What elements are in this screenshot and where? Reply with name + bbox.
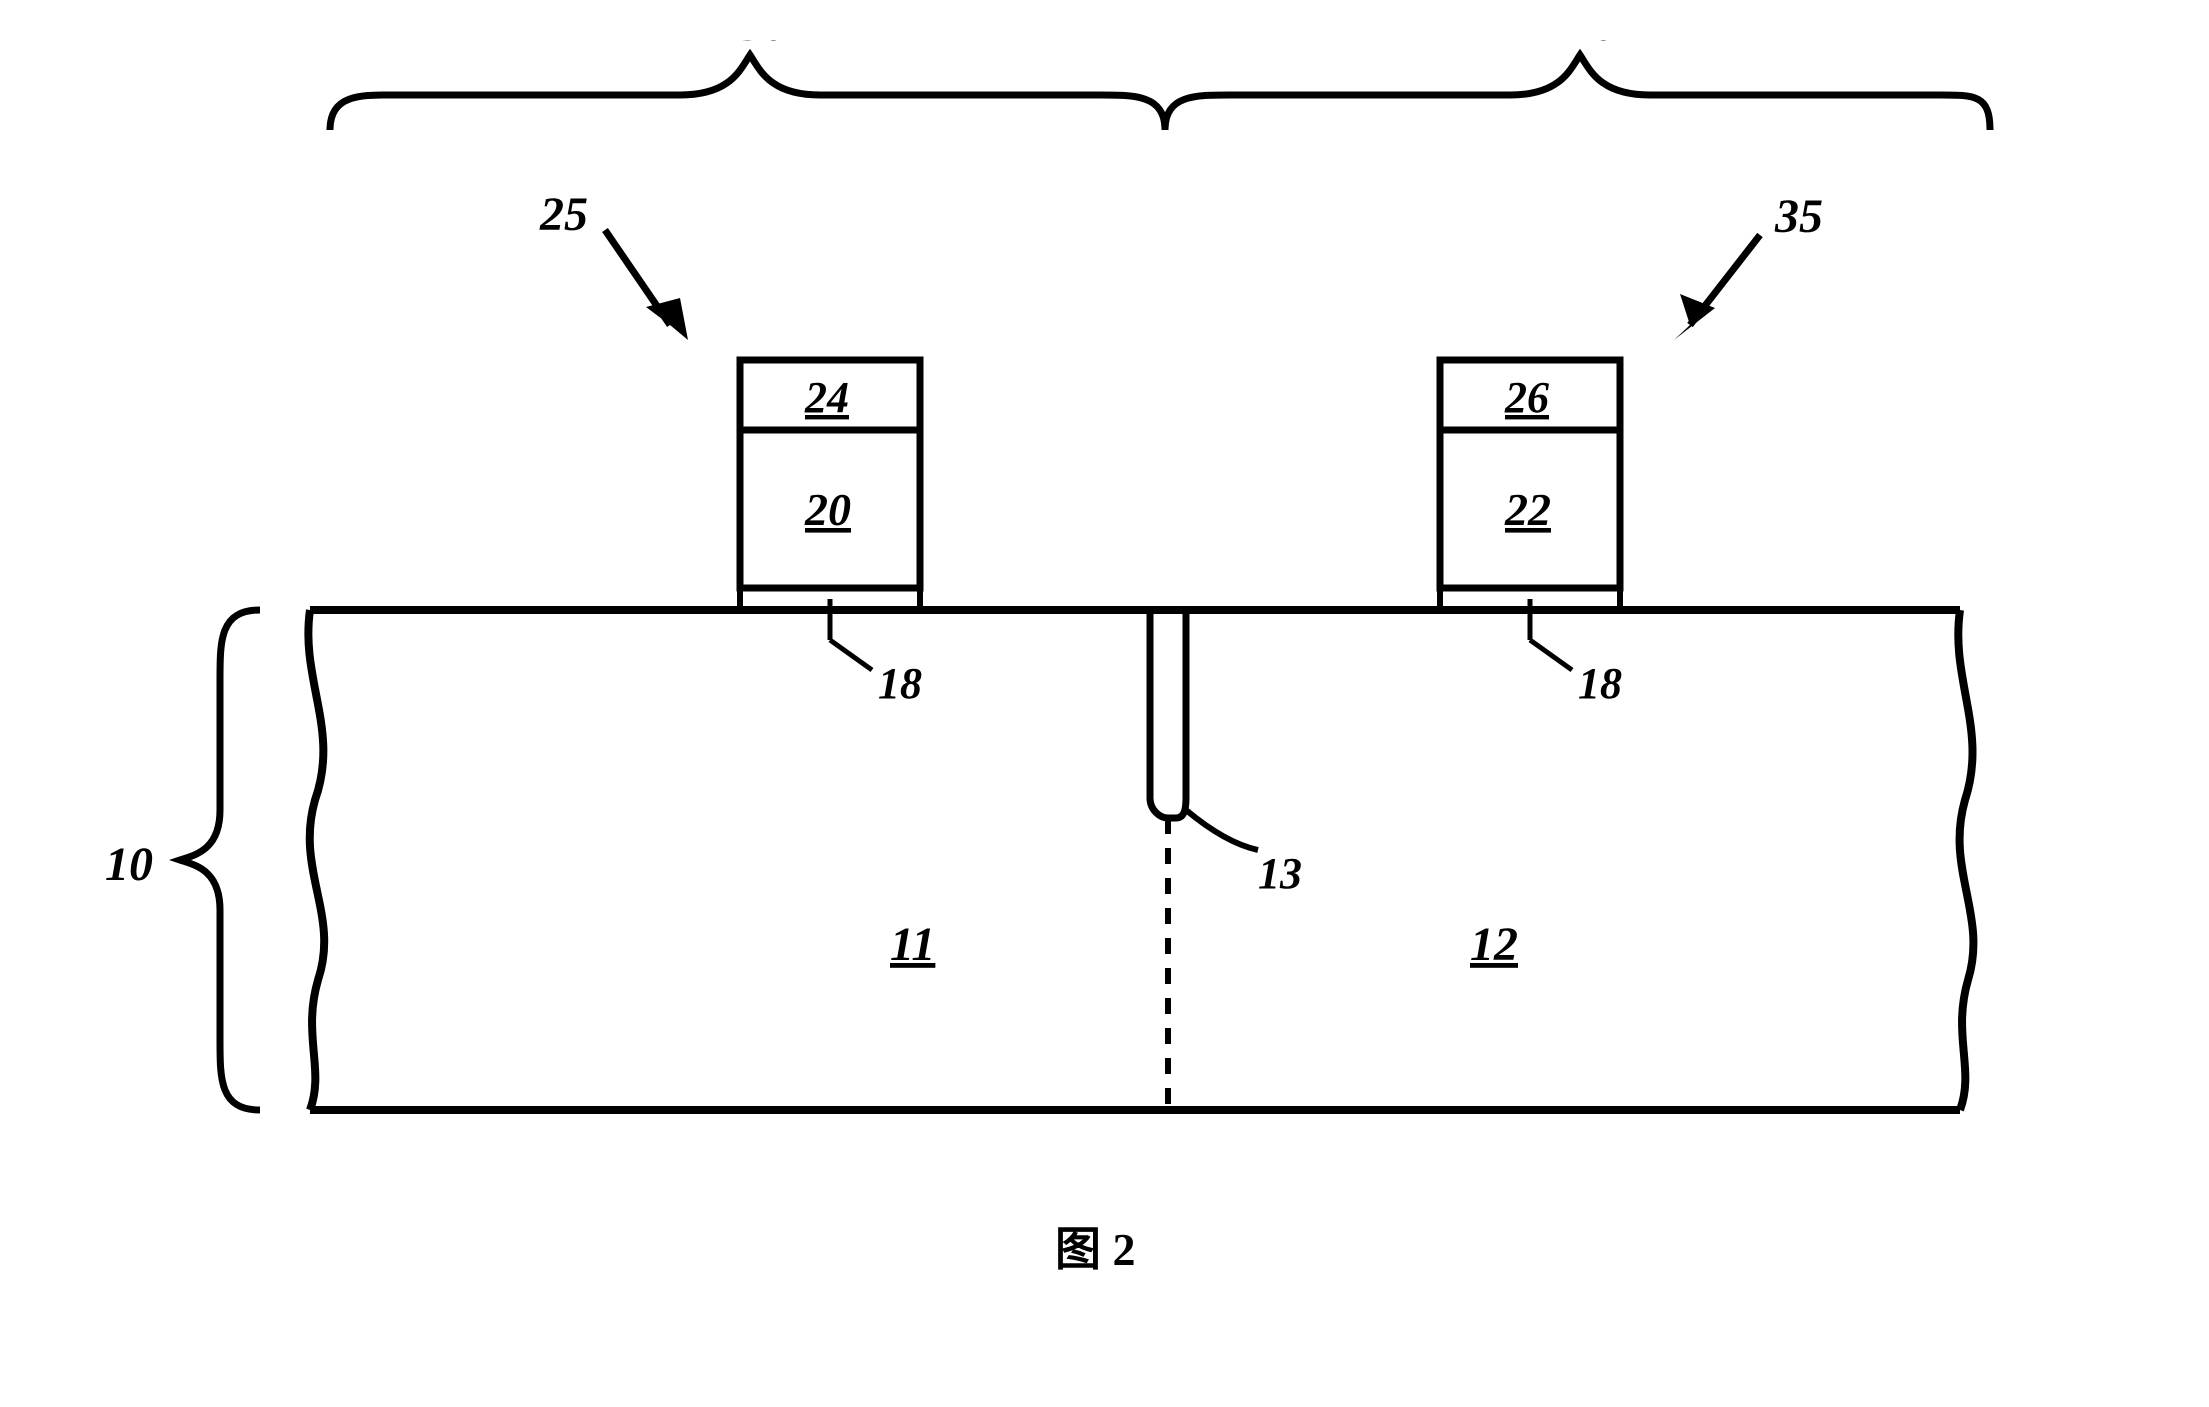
arrow-right: [1674, 235, 1760, 340]
trench: [1150, 610, 1186, 818]
label-gate-oxide-right: 18: [1578, 659, 1622, 708]
label-gate-oxide-left: 18: [878, 659, 922, 708]
label-arrow-right: 35: [1774, 190, 1823, 243]
substrate-outline: [308, 610, 1973, 1110]
label-substrate-right: 12: [1470, 918, 1518, 971]
label-trench: 13: [1258, 849, 1302, 898]
arrow-left: [605, 230, 688, 340]
label-arrow-left: 25: [539, 188, 588, 241]
substrate-bracket: [180, 610, 260, 1110]
lead-13: [1186, 810, 1258, 850]
figure-container: 30 40 25 35 24 26 20 22 18 18 13 11 12 1…: [40, 40, 2140, 1340]
diagram-svg: 30 40 25 35 24 26 20 22 18 18 13 11 12 1…: [40, 40, 2140, 1340]
figure-caption: 图 2: [1055, 1224, 1136, 1275]
label-gate-body-left: 20: [804, 484, 851, 535]
region-bracket-right: [1165, 55, 1990, 130]
label-region-right: 40: [1569, 40, 1618, 51]
label-substrate-left: 11: [890, 918, 935, 971]
region-bracket-left: [330, 55, 1165, 130]
label-region-left: 30: [739, 40, 788, 51]
label-gate-body-right: 22: [1504, 484, 1551, 535]
label-gate-cap-right: 26: [1504, 373, 1549, 422]
label-gate-cap-left: 24: [804, 373, 849, 422]
label-substrate-bracket: 10: [105, 838, 153, 891]
